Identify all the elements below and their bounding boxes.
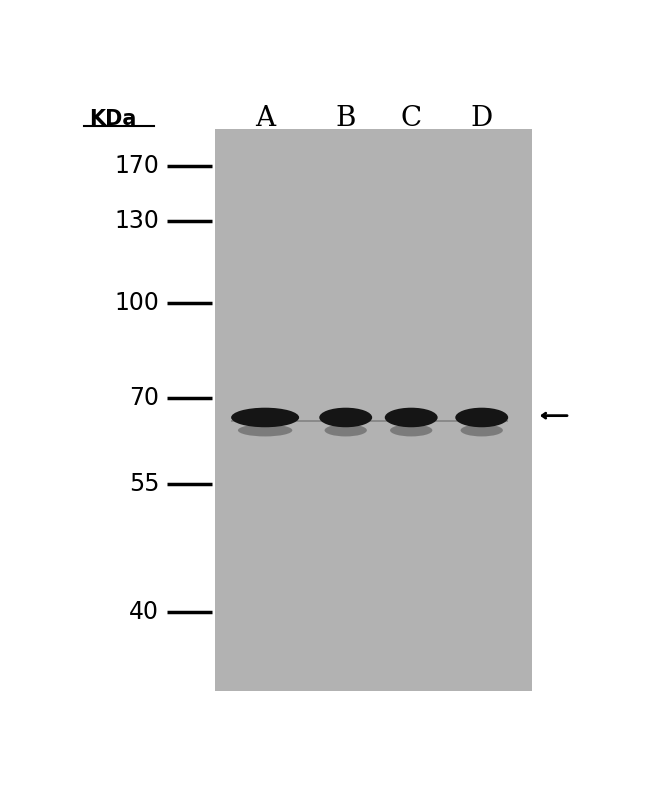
Bar <box>214 129 532 692</box>
Text: 55: 55 <box>129 472 159 495</box>
Text: C: C <box>400 105 422 132</box>
Text: A: A <box>255 105 275 132</box>
Ellipse shape <box>390 424 432 437</box>
Ellipse shape <box>231 407 299 427</box>
Text: 170: 170 <box>114 153 159 178</box>
Text: 70: 70 <box>129 386 159 410</box>
Text: D: D <box>471 105 493 132</box>
Text: B: B <box>335 105 356 132</box>
Ellipse shape <box>238 424 292 437</box>
Ellipse shape <box>461 424 503 437</box>
Ellipse shape <box>455 407 508 427</box>
Ellipse shape <box>324 424 367 437</box>
Ellipse shape <box>319 407 372 427</box>
Text: KDa: KDa <box>89 109 136 129</box>
Text: 40: 40 <box>129 600 159 624</box>
Text: 130: 130 <box>114 209 159 233</box>
Text: 100: 100 <box>114 291 159 315</box>
Ellipse shape <box>385 407 437 427</box>
